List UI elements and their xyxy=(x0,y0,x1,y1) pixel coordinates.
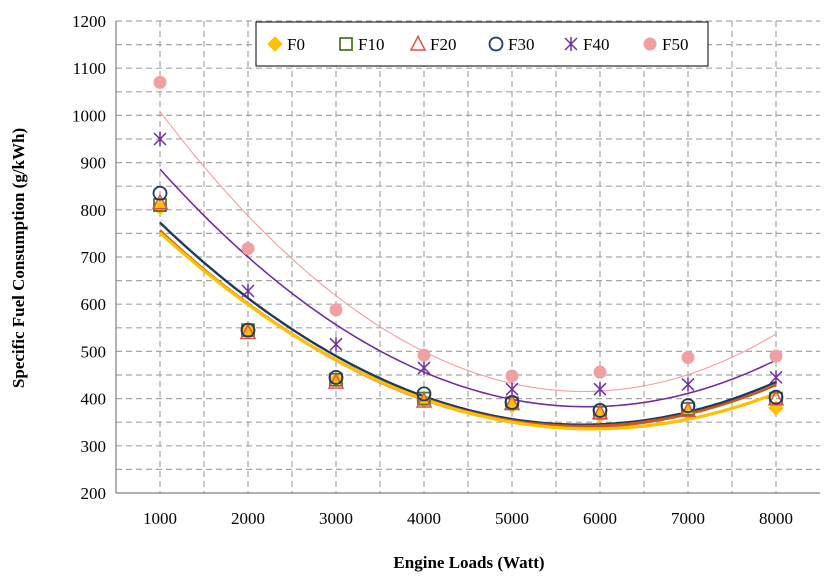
point-f20 xyxy=(151,193,169,210)
y-tick-label: 900 xyxy=(81,154,107,173)
legend-label-f40: F40 xyxy=(583,35,609,54)
legend-marker-f0 xyxy=(267,36,283,52)
grid xyxy=(116,20,820,493)
legend-box xyxy=(255,21,709,67)
y-tick-label: 1200 xyxy=(72,12,106,31)
y-tick-label: 700 xyxy=(81,248,107,267)
y-tick-label: 300 xyxy=(81,437,107,456)
x-tick-label: 1000 xyxy=(143,509,177,528)
point-f40 xyxy=(153,132,167,146)
y-tick-label: 1000 xyxy=(72,106,106,125)
legend: F0 F10 F20 F30 F40 F50 xyxy=(255,21,709,67)
legend-label-f10: F10 xyxy=(358,35,384,54)
axes xyxy=(115,21,820,494)
point-f40 xyxy=(329,337,343,352)
point-f50 xyxy=(241,242,255,256)
trendlines xyxy=(158,111,777,431)
point-f40 xyxy=(417,360,431,375)
trendline-f40 xyxy=(159,168,777,408)
point-f40 xyxy=(241,283,255,298)
trendline-f0 xyxy=(158,231,777,431)
point-f30 xyxy=(592,402,608,418)
data-points xyxy=(151,75,785,423)
x-tick-label: 5000 xyxy=(495,509,529,528)
point-f30 xyxy=(768,389,784,405)
y-tick-label: 200 xyxy=(81,484,107,503)
trendline-f30 xyxy=(159,221,777,426)
legend-label-f20: F20 xyxy=(430,35,456,54)
point-f50 xyxy=(329,303,343,317)
legend-marker-f10 xyxy=(339,37,353,51)
legend-marker-f20 xyxy=(409,34,427,51)
y-tick-label: 400 xyxy=(81,390,107,409)
legend-marker-f40 xyxy=(564,37,578,51)
y-tick-label: 1100 xyxy=(73,59,106,78)
point-f50 xyxy=(681,351,695,365)
point-f30 xyxy=(680,398,696,414)
point-f30 xyxy=(240,322,256,338)
point-f20 xyxy=(591,403,609,420)
x-tick-label: 8000 xyxy=(759,509,793,528)
x-axis-title: Engine Loads (Watt) xyxy=(393,553,544,572)
x-tick-label: 6000 xyxy=(583,509,617,528)
point-f50 xyxy=(505,369,519,383)
trendline-f50 xyxy=(159,111,777,393)
point-f40 xyxy=(769,370,783,385)
x-tick-label: 3000 xyxy=(319,509,353,528)
point-f20 xyxy=(679,401,697,418)
x-tick-label: 2000 xyxy=(231,509,265,528)
point-f40 xyxy=(681,377,695,392)
legend-marker-f30 xyxy=(488,36,504,52)
point-f50 xyxy=(593,365,607,379)
x-tick-label: 7000 xyxy=(671,509,705,528)
point-f20 xyxy=(767,389,785,406)
legend-marker-f50 xyxy=(643,37,657,51)
point-f20 xyxy=(327,372,345,389)
legend-label-f0: F0 xyxy=(287,35,305,54)
legend-label-f50: F50 xyxy=(662,35,688,54)
y-axis-title: Specific Fuel Consumption (g/kWh) xyxy=(9,128,28,388)
point-f30 xyxy=(416,386,432,402)
point-f30 xyxy=(152,185,168,201)
point-f30 xyxy=(328,369,344,385)
point-f50 xyxy=(417,348,431,362)
point-f40 xyxy=(505,382,519,397)
y-tick-label: 600 xyxy=(81,295,107,314)
point-f50 xyxy=(153,75,167,89)
point-f0 xyxy=(152,199,168,216)
tick-labels: 200 300 400 500 600 700 800 900 1000 1100 1200 1000… xyxy=(72,12,793,528)
x-tick-label: 4000 xyxy=(407,509,441,528)
point-f20 xyxy=(239,323,257,340)
y-tick-label: 800 xyxy=(81,201,107,220)
point-f40 xyxy=(593,382,607,397)
legend-label-f30: F30 xyxy=(508,35,534,54)
y-tick-label: 500 xyxy=(81,342,107,361)
point-f50 xyxy=(769,349,783,363)
